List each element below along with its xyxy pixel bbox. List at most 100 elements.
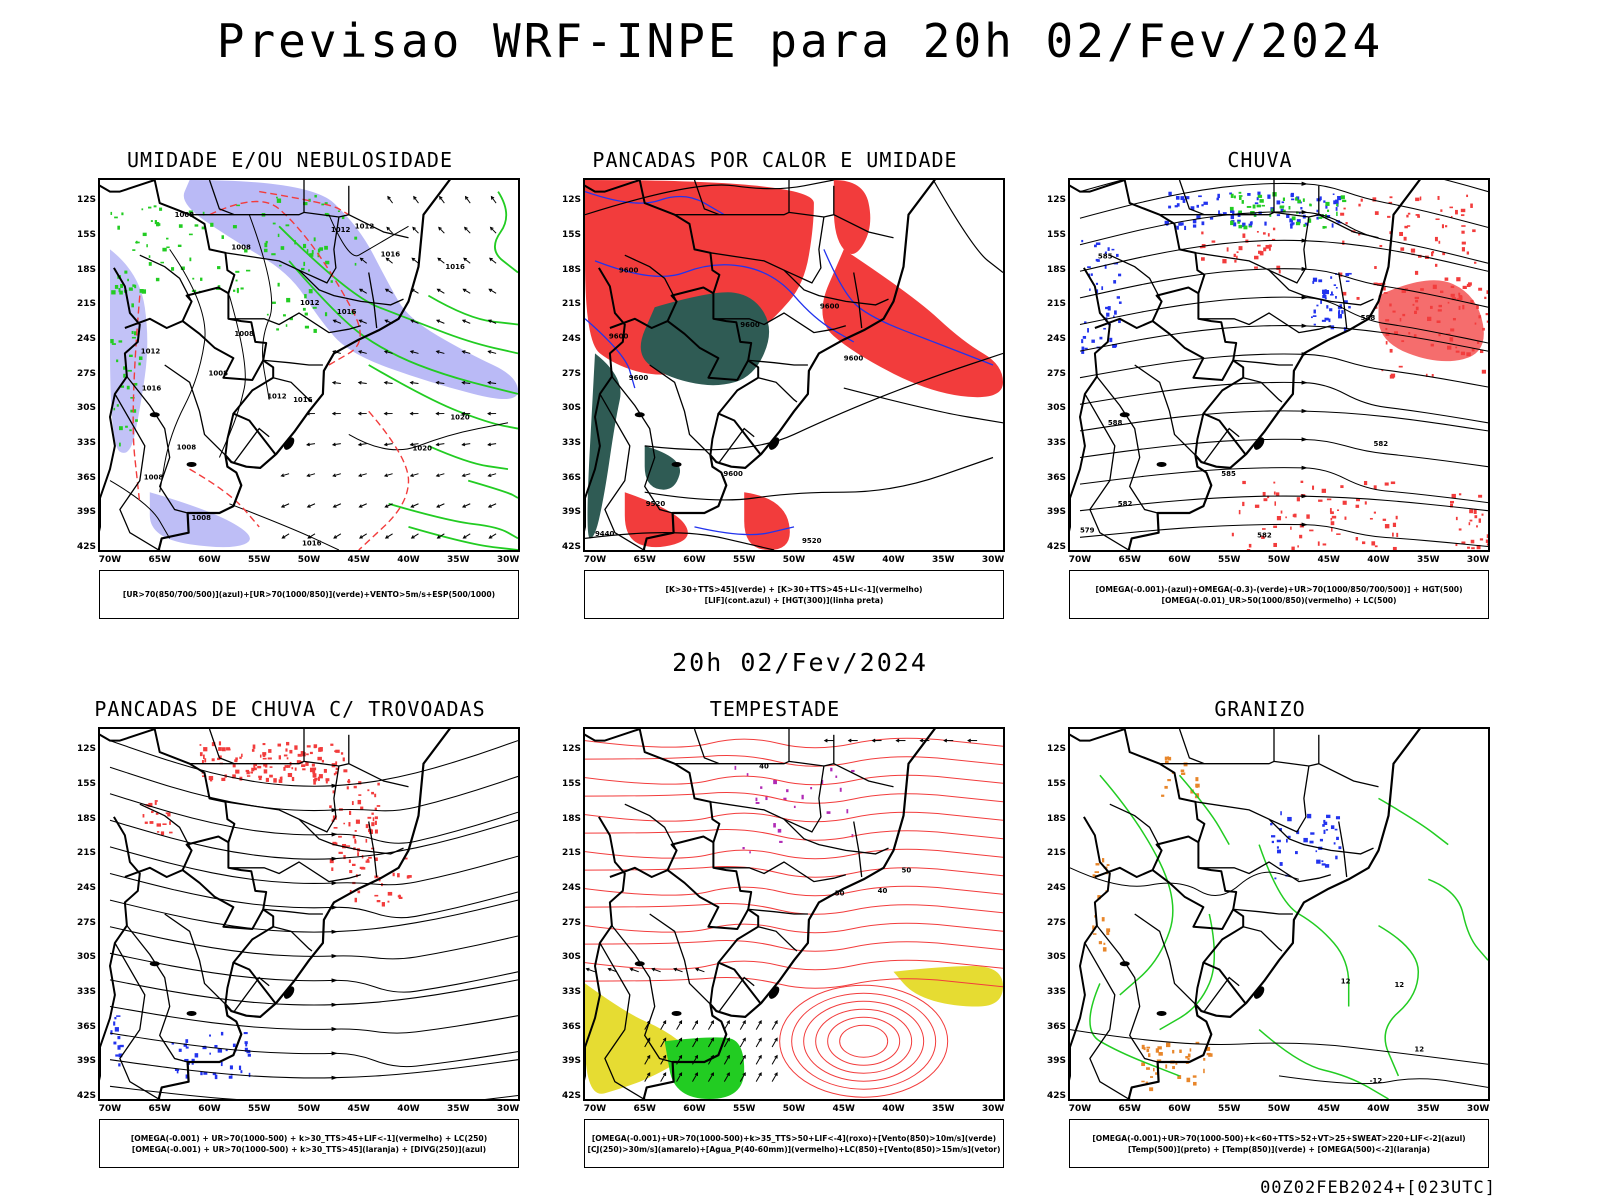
wind-vector [360, 257, 368, 264]
humidity-speckle [133, 382, 138, 386]
legend-caption: [OMEGA(-0.001)+UR>70(1000-500)+k<60+TTS>… [1069, 1119, 1489, 1168]
state-border [713, 861, 846, 883]
rain-green [1261, 204, 1265, 207]
state-border [1203, 427, 1240, 463]
storm-red [398, 896, 403, 899]
lon-tick-label: 35W [1417, 555, 1440, 565]
humidity-speckle [131, 336, 136, 339]
rain-blue [1196, 215, 1201, 220]
vector-head [651, 967, 656, 972]
rain-red [1462, 304, 1465, 310]
wind-vector [386, 257, 393, 264]
rain-red [1470, 299, 1474, 304]
legend-line-1: [UR>70(850/700/500)](azul)+[UR>70(1000/8… [122, 590, 496, 599]
lake [149, 412, 160, 418]
wind-vector [306, 443, 316, 446]
rain-red [1384, 482, 1389, 486]
rain-red [1414, 310, 1417, 315]
rain-red [1458, 493, 1462, 496]
rain-blue [1316, 216, 1319, 220]
storm-red [294, 767, 297, 771]
hail-blue [1335, 855, 1338, 860]
vector-head [463, 226, 468, 231]
contour-label: 1012 [267, 393, 287, 401]
temp850-contour [1089, 983, 1180, 1077]
rain-red [1431, 251, 1434, 257]
rain-blue [1217, 193, 1220, 199]
state-border [674, 760, 894, 788]
vector-head [383, 350, 388, 354]
humidity-speckle [235, 270, 240, 273]
lon-tick-label: 65W [633, 1104, 656, 1114]
storm-red [302, 768, 306, 771]
humidity-speckle [188, 233, 193, 236]
humidity-speckle [303, 261, 306, 266]
country-border [1070, 267, 1111, 532]
rain-red [1331, 515, 1337, 519]
omega-orange [1145, 1081, 1149, 1085]
lon-tick-label: 45W [832, 555, 855, 565]
lat-tick-label: 24S [561, 333, 581, 344]
lat-tick-label: 36S [1046, 472, 1066, 483]
rain-red [1478, 518, 1481, 523]
hail-blue [1323, 819, 1326, 823]
rain-red [1472, 229, 1476, 233]
vector-head [413, 195, 417, 200]
rain-blue [1250, 221, 1253, 225]
vector-head [823, 738, 828, 743]
humidity-speckle [286, 297, 291, 303]
cyclone-contour [839, 1024, 889, 1058]
streamline [1079, 211, 1488, 264]
rain-blue [1319, 196, 1322, 201]
humidity-speckle [135, 419, 138, 422]
rain-blue [1095, 242, 1101, 246]
rain-red [1403, 236, 1407, 241]
rain-red [1336, 533, 1341, 535]
height-contour [843, 387, 1003, 424]
wind-vector [410, 443, 419, 446]
wind-vector [771, 1072, 778, 1082]
wind-vector [387, 196, 394, 204]
storm-red [348, 810, 352, 815]
humidity-speckle [132, 249, 136, 251]
storm-red [332, 841, 337, 846]
rain-blue [1290, 195, 1294, 198]
country-border [124, 286, 229, 329]
legend-caption: [OMEGA(-0.001) + UR>70(1000-500) + k>30_… [99, 1119, 519, 1168]
lon-tick-label: 70W [98, 1104, 122, 1114]
hail-blue [1287, 835, 1291, 839]
rain-red [1355, 537, 1359, 541]
omega-orange [1177, 1075, 1182, 1079]
rain-red [1469, 519, 1473, 522]
omega-orange [1143, 1047, 1146, 1051]
humidity-speckle [141, 289, 147, 294]
temp500-contour [1278, 1075, 1488, 1088]
omega-orange [1167, 756, 1169, 760]
pressure-contour [248, 214, 273, 400]
lon-tick-label: 65W [148, 555, 171, 565]
rain-red [1476, 525, 1478, 528]
humidity-speckle [126, 385, 130, 390]
lat-tick-label: 18S [561, 813, 581, 824]
rain-red [1419, 196, 1422, 201]
rain-blue [1176, 203, 1180, 207]
lon-tick-label: 30W [1466, 555, 1490, 565]
vector-head [487, 411, 491, 416]
wind-vector [652, 968, 661, 973]
country-border [124, 835, 229, 878]
omega-orange [1167, 756, 1172, 761]
rain-red [1450, 328, 1455, 332]
storm-red [367, 789, 370, 792]
storm-red [335, 761, 338, 765]
vector-head [436, 535, 441, 539]
convection-purple [746, 773, 749, 777]
rain-red [1469, 509, 1474, 514]
wind-vector [644, 1055, 651, 1065]
rain-blue [1082, 335, 1087, 339]
convection-purple [835, 775, 838, 778]
state-border [649, 364, 711, 456]
storm-red [262, 753, 266, 757]
lat-tick-label: 24S [1046, 882, 1066, 893]
rain-red [1399, 317, 1402, 322]
storm-red [232, 774, 236, 779]
